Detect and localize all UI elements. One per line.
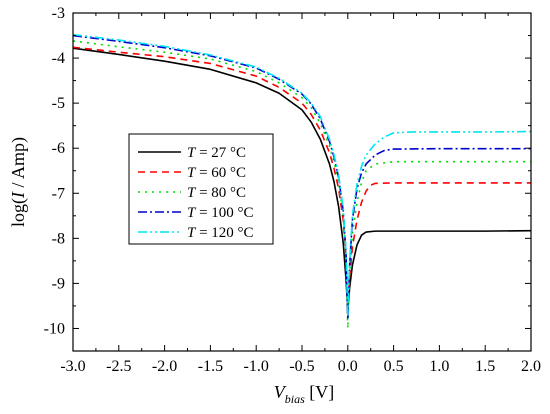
x-tick-label: -3.0 [60, 358, 85, 375]
legend-rest: = 100 °C [195, 205, 253, 221]
legend-label-2: T = 60 °C [187, 165, 246, 181]
x-tick-label: 1.5 [475, 358, 495, 375]
y-tick-label: -6 [52, 140, 65, 157]
legend-box [128, 133, 274, 245]
legend-var: T [187, 185, 197, 201]
x-axis-title: Vbias [V] [274, 382, 335, 406]
legend-rest: = 120 °C [195, 225, 253, 241]
legend-label-3: T = 80 °C [187, 185, 246, 201]
y-tick-label: -8 [52, 230, 65, 247]
x-tick-label: -0.5 [289, 358, 314, 375]
legend-rest: = 27 °C [195, 145, 246, 161]
legend-var: T [187, 225, 197, 241]
legend-var: T [187, 145, 197, 161]
x-tick-label: -1.0 [244, 358, 269, 375]
ticks-layer: -3.0 -2.5 -2.0 -1.5 -1.0 -0.5 0.0 0.5 1.0 1.5 2.0 -… [44, 5, 541, 375]
legend-var: T [187, 205, 197, 221]
y-axis-title: log(I / Amp) [8, 137, 29, 227]
legend-rest: = 80 °C [195, 185, 246, 201]
legend: T = 27 °CT = 60 °CT = 80 °CT = 100 °CT =… [128, 133, 274, 245]
y-axis-post: / Amp) [8, 137, 29, 192]
series-line-2 [72, 46, 531, 307]
x-tick-label: 2.0 [521, 358, 541, 375]
legend-label-1: T = 27 °C [187, 145, 246, 161]
y-tick-label: -4 [52, 50, 65, 67]
y-tick-label: -7 [52, 185, 65, 202]
x-axis-var: V [274, 382, 287, 402]
x-tick-label: -2.5 [106, 358, 131, 375]
y-tick-label: -9 [52, 275, 65, 292]
y-tick-label: -10 [44, 320, 65, 337]
legend-var: T [187, 165, 197, 181]
legend-rest: = 60 °C [195, 165, 246, 181]
x-axis-sub: bias [285, 392, 305, 406]
y-tick-label: -3 [52, 5, 65, 22]
series-layer [72, 33, 532, 330]
x-tick-label: 0.5 [384, 358, 404, 375]
legend-label-4: T = 100 °C [187, 205, 254, 221]
legend-label-5: T = 120 °C [187, 225, 254, 241]
y-tick-label: -5 [52, 95, 65, 112]
series-line-5 [72, 33, 532, 316]
x-axis-unit: [V] [305, 382, 335, 402]
x-tick-label: -2.0 [152, 358, 177, 375]
legend-items: T = 27 °CT = 60 °CT = 80 °CT = 100 °CT =… [138, 145, 254, 241]
x-tick-label: -1.5 [198, 358, 223, 375]
x-tick-label: 1.0 [429, 358, 449, 375]
y-axis-pre: log( [8, 198, 29, 227]
x-tick-label: 0.0 [338, 358, 358, 375]
y-axis-var: I [8, 191, 28, 199]
series-line-1 [72, 47, 532, 312]
